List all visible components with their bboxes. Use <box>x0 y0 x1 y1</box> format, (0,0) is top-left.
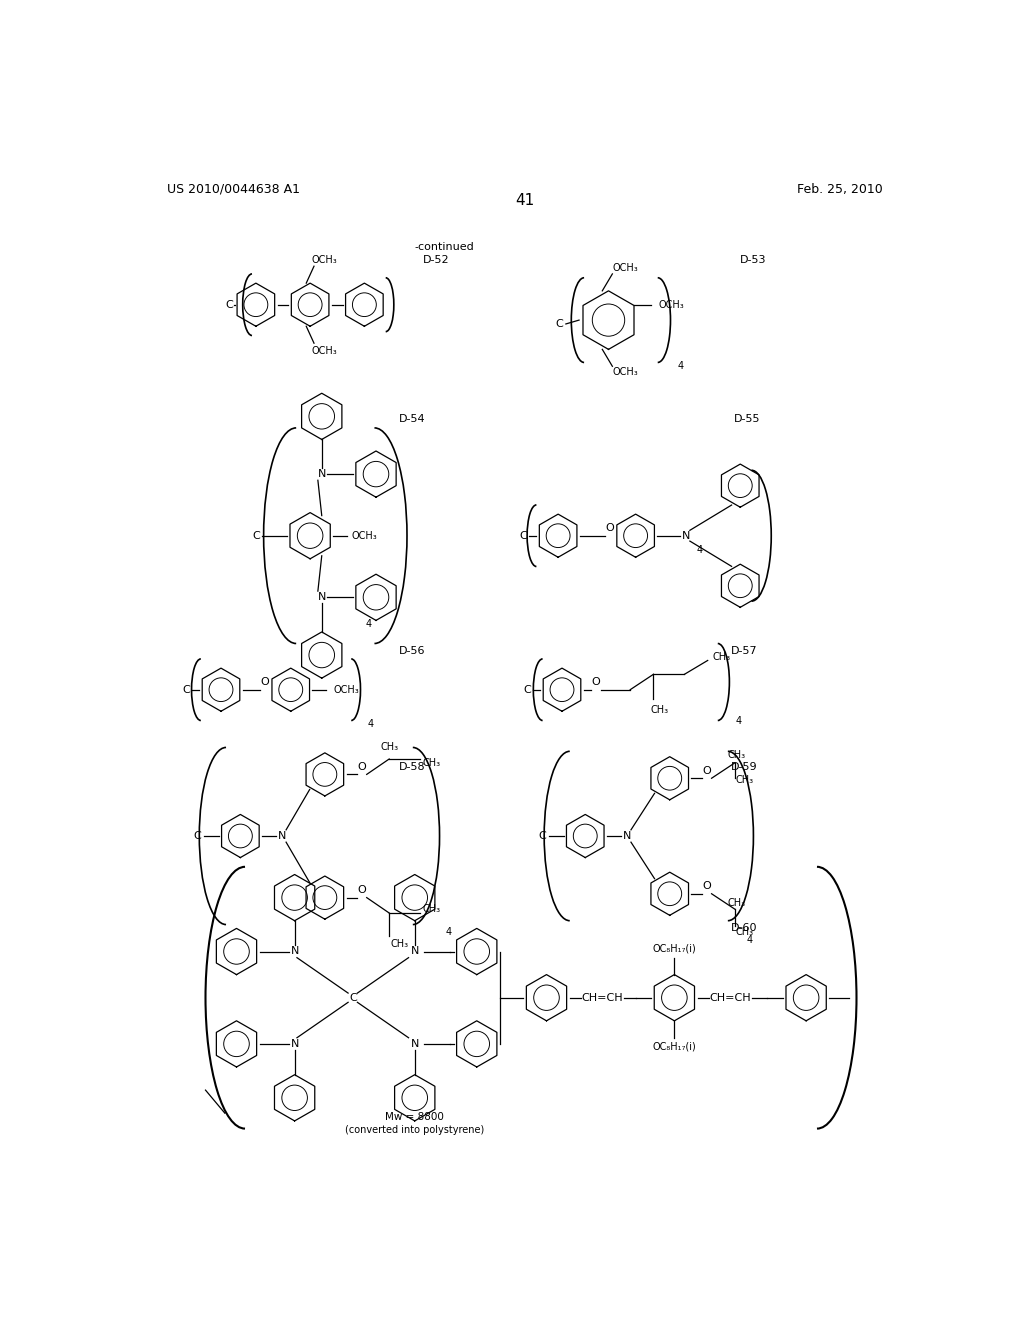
Text: C: C <box>182 685 190 694</box>
Text: -continued: -continued <box>415 242 474 252</box>
Text: N: N <box>623 832 631 841</box>
Text: C: C <box>523 685 531 694</box>
Text: D-58: D-58 <box>399 762 426 772</box>
Text: D-56: D-56 <box>399 647 426 656</box>
Text: Feb. 25, 2010: Feb. 25, 2010 <box>797 182 883 195</box>
Text: CH₃: CH₃ <box>390 939 409 949</box>
Text: O: O <box>702 766 712 776</box>
Text: CH₃: CH₃ <box>727 898 745 908</box>
Text: O: O <box>357 762 367 772</box>
Text: N: N <box>291 1039 299 1049</box>
Text: CH₃: CH₃ <box>713 652 731 663</box>
Text: CH₃: CH₃ <box>380 742 398 752</box>
Text: N: N <box>411 946 419 957</box>
Text: D-57: D-57 <box>731 647 758 656</box>
Text: CH=CH: CH=CH <box>582 993 624 1003</box>
Text: C: C <box>225 300 232 310</box>
Text: 4: 4 <box>368 719 374 730</box>
Text: O: O <box>260 677 268 686</box>
Text: N: N <box>291 946 299 957</box>
Text: 4: 4 <box>735 715 741 726</box>
Text: CH=CH: CH=CH <box>710 993 751 1003</box>
Text: CH₃: CH₃ <box>727 750 745 760</box>
Text: C: C <box>252 531 260 541</box>
Text: 4: 4 <box>697 545 703 554</box>
Text: C: C <box>539 832 547 841</box>
Text: OCH₃: OCH₃ <box>311 255 337 265</box>
Text: C: C <box>556 319 563 329</box>
Text: C: C <box>349 993 356 1003</box>
Text: O: O <box>592 677 600 686</box>
Text: D-54: D-54 <box>399 413 426 424</box>
Text: CH₃: CH₃ <box>423 904 441 915</box>
Text: US 2010/0044638 A1: US 2010/0044638 A1 <box>167 182 300 195</box>
Text: OCH₃: OCH₃ <box>351 531 377 541</box>
Text: C: C <box>194 832 202 841</box>
Text: CH₃: CH₃ <box>735 927 754 937</box>
Text: D-53: D-53 <box>740 255 767 265</box>
Text: D-52: D-52 <box>423 255 450 265</box>
Text: D-55: D-55 <box>734 413 761 424</box>
Text: CH₃: CH₃ <box>650 705 669 714</box>
Text: 41: 41 <box>515 193 535 209</box>
Text: OCH₃: OCH₃ <box>311 346 337 356</box>
Text: Mw = 8800: Mw = 8800 <box>385 1111 444 1122</box>
Text: CH₃: CH₃ <box>423 758 441 768</box>
Text: D-60: D-60 <box>731 924 758 933</box>
Text: C: C <box>519 531 527 541</box>
Text: N: N <box>682 531 690 541</box>
Text: (converted into polystyrene): (converted into polystyrene) <box>345 1125 484 1135</box>
Text: OC₈H₁₇(i): OC₈H₁₇(i) <box>652 944 696 953</box>
Text: CH₃: CH₃ <box>735 775 754 785</box>
Text: N: N <box>411 1039 419 1049</box>
Text: OCH₃: OCH₃ <box>658 301 684 310</box>
Text: OCH₃: OCH₃ <box>612 367 638 378</box>
Text: N: N <box>317 593 326 602</box>
Text: O: O <box>702 880 712 891</box>
Text: 4: 4 <box>678 362 684 371</box>
Text: 4: 4 <box>746 935 753 945</box>
Text: O: O <box>605 523 613 533</box>
Text: 4: 4 <box>366 619 372 630</box>
Text: N: N <box>317 469 326 479</box>
Text: OC₈H₁₇(i): OC₈H₁₇(i) <box>652 1041 696 1052</box>
Text: O: O <box>357 884 367 895</box>
Text: OCH₃: OCH₃ <box>612 263 638 273</box>
Text: D-59: D-59 <box>731 762 758 772</box>
Text: OCH₃: OCH₃ <box>334 685 359 694</box>
Text: 4: 4 <box>445 927 452 937</box>
Text: N: N <box>279 832 287 841</box>
